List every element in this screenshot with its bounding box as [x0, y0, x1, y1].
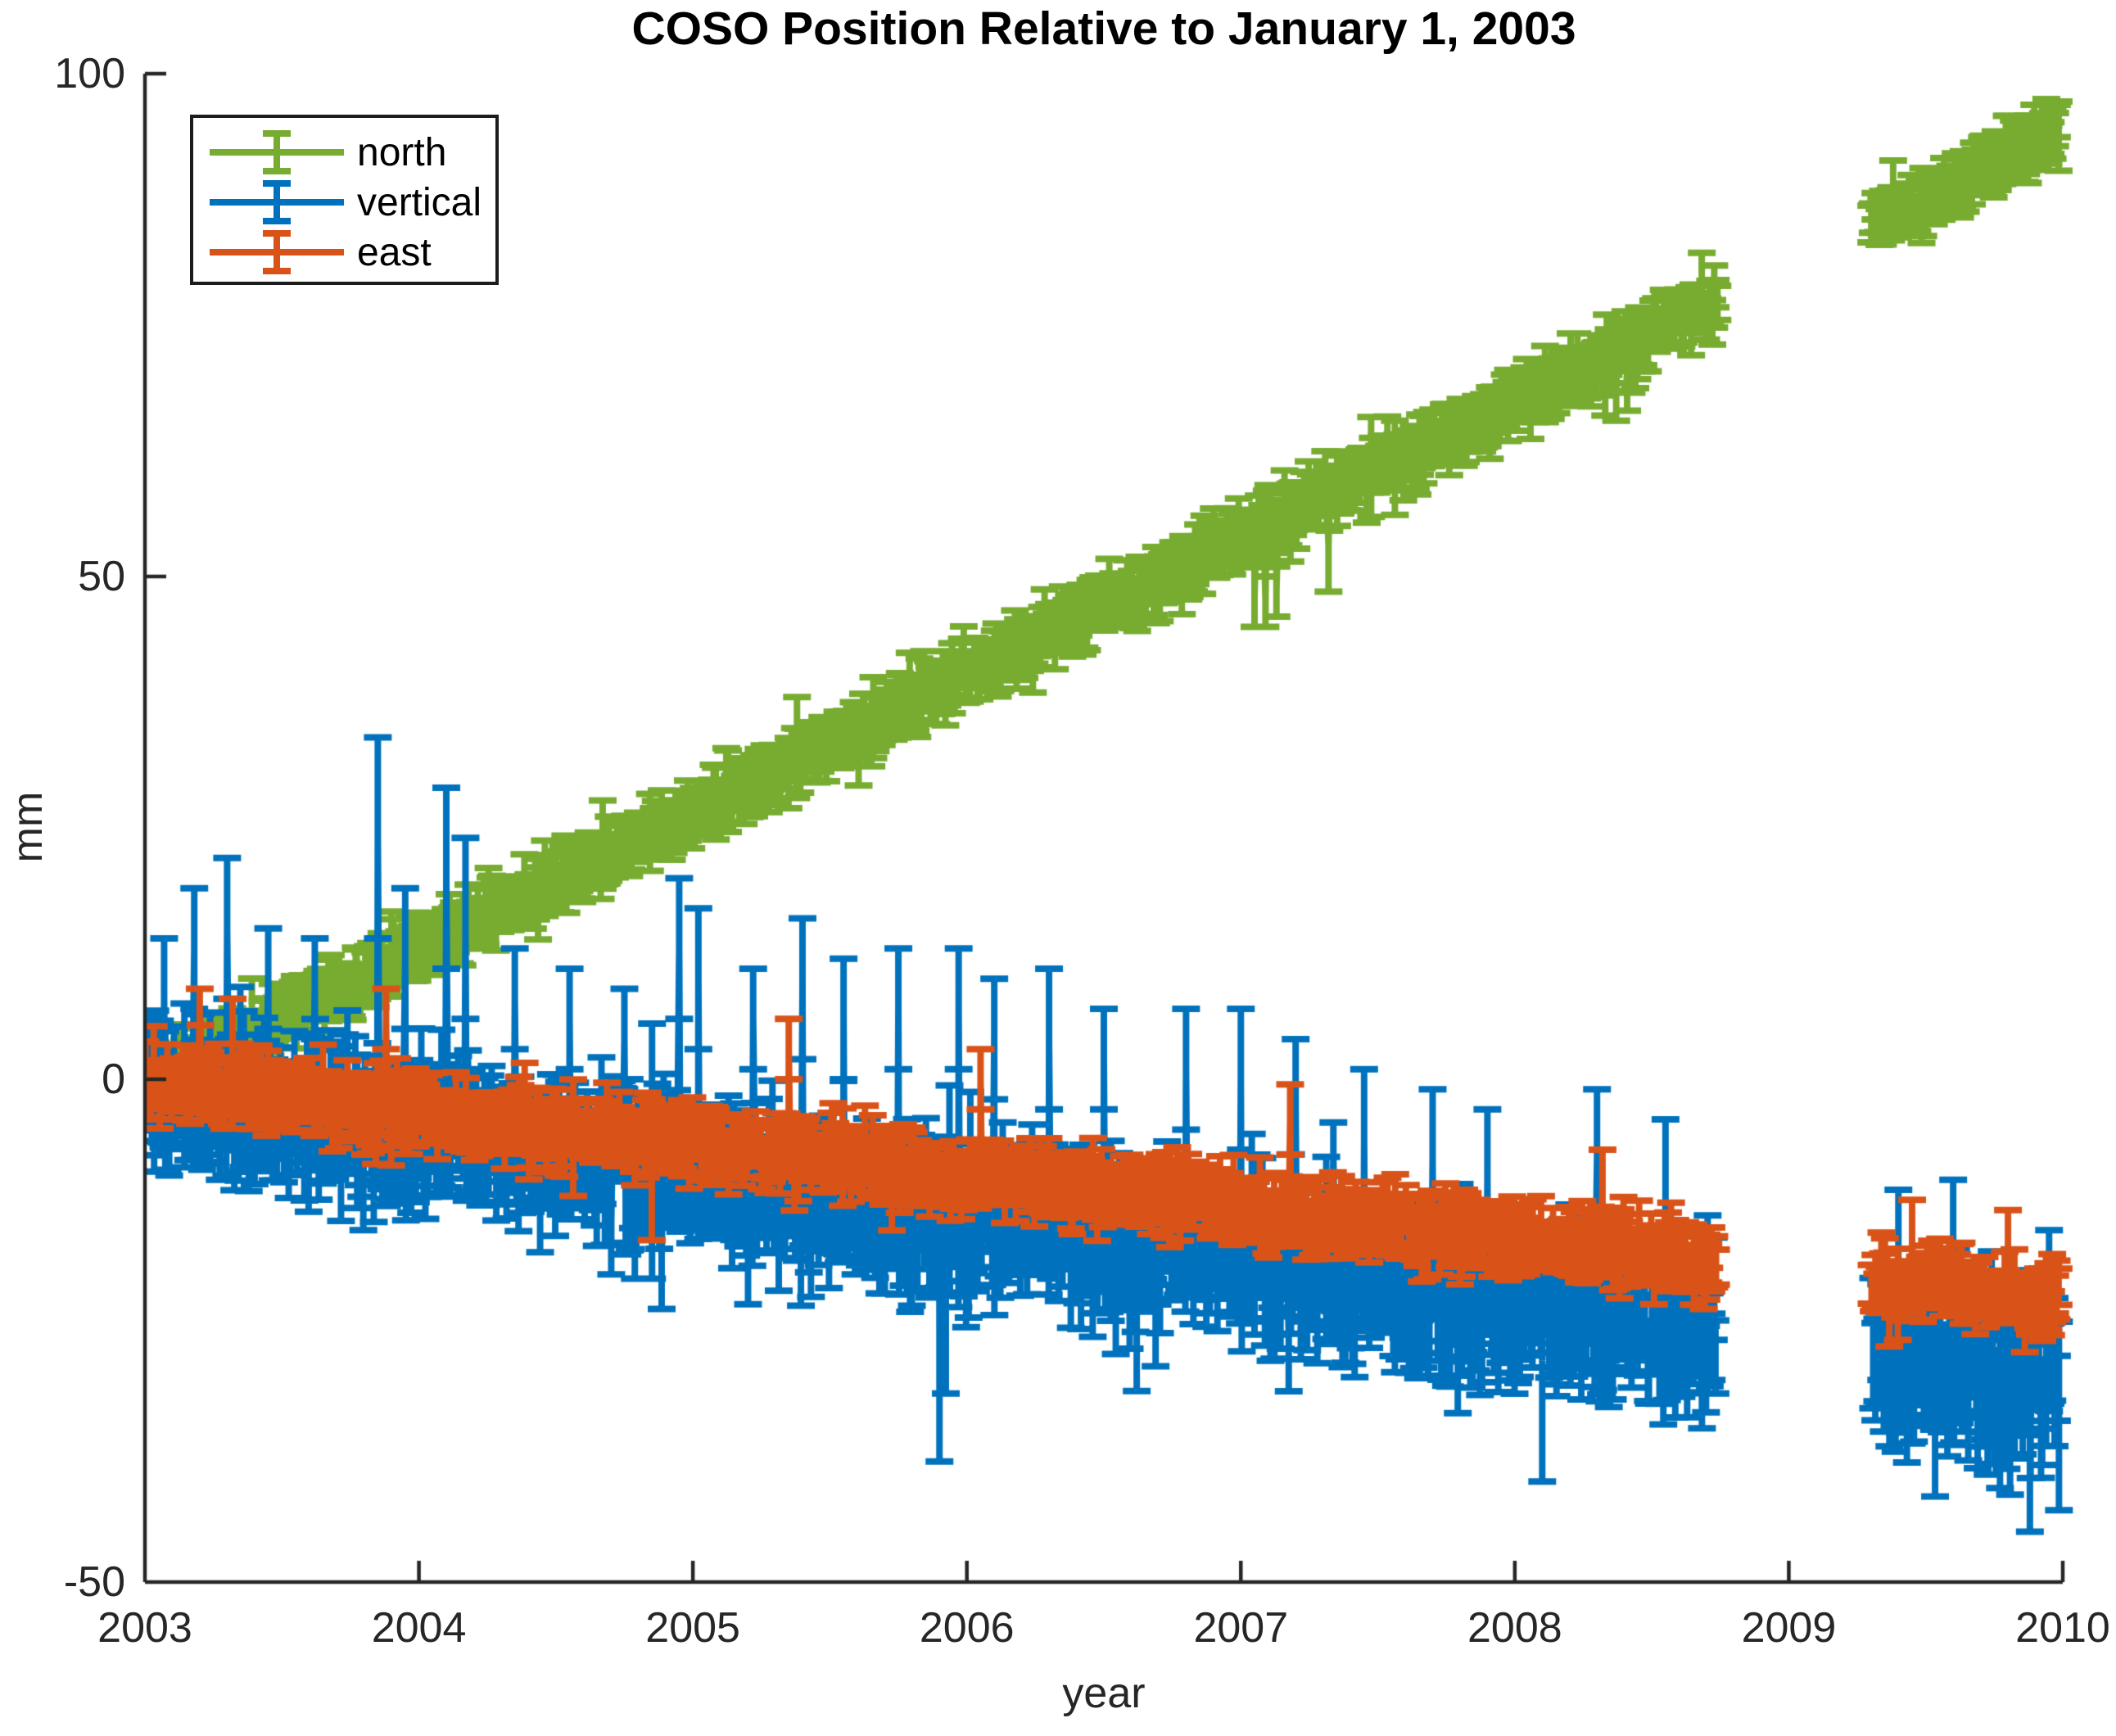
x-tick-label: 2005	[645, 1604, 740, 1652]
legend-item-east: east	[210, 227, 432, 278]
y-tick-label: 100	[54, 50, 125, 97]
x-tick-label: 2004	[371, 1604, 467, 1652]
x-tick-label: 2003	[97, 1604, 192, 1652]
legend-label-east: east	[357, 230, 432, 274]
plot-title: COSO Position Relative to January 1, 200…	[631, 2, 1576, 55]
y-tick-label: -50	[63, 1558, 125, 1606]
errorbar-glyph-north	[210, 130, 344, 174]
x-axis-label: year	[1062, 1670, 1146, 1717]
x-tick-label: 2010	[2015, 1604, 2110, 1652]
legend: north vertical east	[190, 115, 499, 285]
errorbar-glyph-vertical	[210, 180, 344, 224]
x-tick-label: 2008	[1467, 1604, 1562, 1652]
y-axis-label: mm	[4, 791, 52, 863]
legend-label-vertical: vertical	[357, 180, 482, 224]
errorbar-glyph-east	[210, 230, 344, 274]
x-tick-label: 2009	[1741, 1604, 1837, 1652]
x-tick-label: 2006	[919, 1604, 1015, 1652]
legend-label-north: north	[357, 130, 447, 174]
legend-item-vertical: vertical	[210, 177, 482, 228]
y-tick-label: 50	[78, 553, 125, 600]
legend-item-north: north	[210, 127, 446, 178]
x-tick-label: 2007	[1193, 1604, 1289, 1652]
y-tick-label: 0	[102, 1056, 125, 1103]
